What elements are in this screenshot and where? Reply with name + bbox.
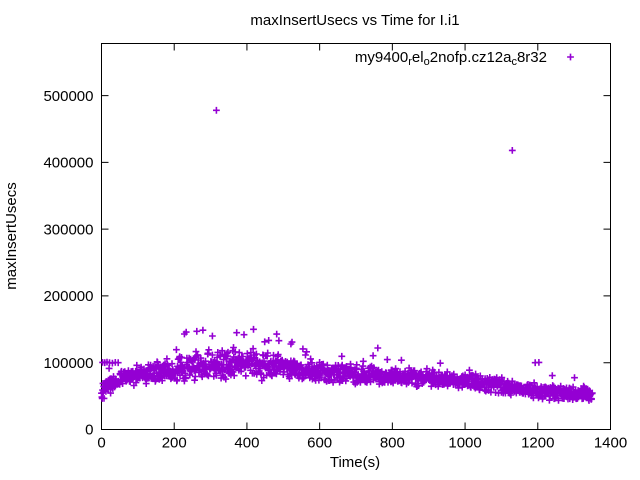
- data-series-markers: [98, 106, 596, 404]
- y-tick-label: 100000: [43, 355, 93, 372]
- x-tick-label: 0: [97, 435, 105, 452]
- x-tick-label: 1400: [594, 435, 627, 452]
- legend-label-text: my9400: [355, 49, 408, 66]
- legend-label-subscript: o: [424, 56, 430, 68]
- x-tick-label: 1000: [448, 435, 481, 452]
- legend-label: my9400relo2nofp.cz12ac8r32: [355, 49, 547, 68]
- scatter-points: [98, 106, 596, 404]
- x-tick-label: 600: [307, 435, 332, 452]
- legend-label-text: el: [412, 49, 424, 66]
- y-tick-label: 200000: [43, 288, 93, 305]
- x-axis-label: Time(s): [330, 454, 380, 471]
- y-tick-label: 0: [85, 422, 93, 439]
- legend-label-subscript: c: [511, 56, 517, 68]
- y-tick-label: 500000: [43, 88, 93, 105]
- legend-marker-plus-icon: [567, 53, 574, 61]
- x-tick-label: 1200: [521, 435, 554, 452]
- chart-title: maxInsertUsecs vs Time for I.i1: [250, 12, 459, 29]
- legend-label-subscript: r: [408, 56, 412, 68]
- x-tick-label: 200: [162, 435, 187, 452]
- legend-label-text: 8r32: [517, 49, 547, 66]
- legend: my9400relo2nofp.cz12ac8r32: [355, 49, 574, 68]
- x-tick-label: 400: [234, 435, 259, 452]
- plot-axes: 0 200 400 600 800 1000 1200 1400 0 100000 200000 30…: [43, 43, 627, 452]
- y-tick-label: 300000: [43, 221, 93, 238]
- y-axis-label: maxInsertUsecs: [3, 182, 20, 290]
- y-tick-label: 400000: [43, 155, 93, 172]
- x-tick-label: 800: [380, 435, 405, 452]
- legend-label-text: 2nofp.cz12a: [430, 49, 512, 66]
